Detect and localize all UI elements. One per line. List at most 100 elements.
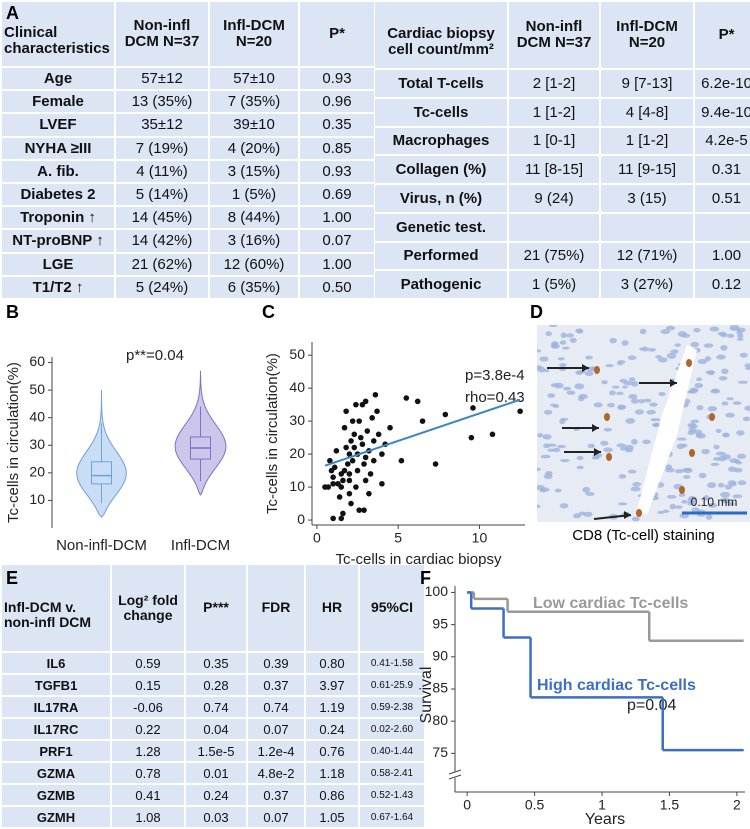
y-axis-label: Tc-cells in circulation(%) [5, 362, 22, 523]
table-cell: TGFB1 [2, 675, 110, 695]
nucleus [562, 346, 570, 350]
nucleus [575, 370, 584, 375]
table-cell: 1.00 [300, 253, 374, 275]
nucleus [726, 333, 735, 338]
nucleus [545, 331, 552, 337]
table-cell: 1.2e-4 [248, 741, 304, 761]
y-tick-label: 100 [425, 583, 449, 599]
nucleus [696, 405, 704, 411]
y-tick-label: 50 [29, 381, 45, 397]
nucleus [607, 402, 616, 408]
table-cell: Diabetes 2 [2, 183, 114, 206]
table-cell: 0.50 [300, 276, 374, 298]
x-tick-label: 1.5 [660, 797, 680, 813]
nucleus [622, 385, 629, 389]
nucleus [689, 387, 699, 393]
table-cell: 3 (15%) [210, 160, 298, 182]
table-cell: 1 [1-2] [509, 98, 599, 126]
nucleus [583, 511, 593, 517]
nucleus [657, 510, 665, 514]
table-row: Collagen (%) 11 [8-15] 11 [9-15] 0.31 [375, 156, 750, 183]
tissue-gap [637, 345, 697, 515]
nucleus [690, 419, 700, 424]
table-cell: 0.59-2.38 [360, 697, 424, 717]
table-row: GZMA 0.78 0.01 4.8e-2 1.18 0.58-2.41 [2, 763, 424, 783]
table-cell: Macrophages [375, 127, 507, 155]
table-cell: 2 [1-2] [509, 70, 599, 97]
nucleus [710, 462, 720, 466]
annotation: p**=0.04 [126, 347, 184, 364]
table-cell: 0.35 [300, 114, 374, 136]
nucleus [676, 437, 687, 441]
nucleus [707, 502, 718, 508]
table-cell: 4 [4-8] [601, 98, 693, 126]
table-cell: Total T-cells [375, 70, 507, 97]
table-cell: Collagen (%) [375, 156, 507, 183]
point [349, 418, 356, 424]
nucleus [542, 434, 552, 440]
nucleus [559, 363, 567, 367]
arrow-head [582, 364, 589, 372]
nucleus [631, 516, 640, 522]
point [367, 471, 374, 477]
table-cell: 0.52-1.43 [360, 785, 424, 805]
nucleus [585, 355, 593, 360]
nucleus [643, 398, 652, 403]
table-cell: 4 (11%) [116, 160, 208, 182]
table-row: Performed 21 (75%) 12 (71%) 1.00 [375, 242, 750, 270]
nucleus [691, 507, 700, 513]
nucleus [537, 366, 546, 373]
nucleus [639, 347, 646, 351]
nucleus [601, 380, 608, 385]
nucleus [736, 430, 745, 436]
table-cell: 21 (62%) [116, 253, 208, 275]
table-cell: 0.67-1.64 [360, 807, 424, 827]
nucleus [537, 349, 542, 353]
nucleus [552, 447, 561, 453]
table-cell: Age [2, 68, 114, 90]
y-tick-label: 60 [29, 353, 45, 369]
legend-label: Low cardiac Tc-cells [533, 595, 688, 612]
y-tick-label: 10 [289, 478, 305, 494]
table-cell: 0.37 [248, 785, 304, 805]
nucleus [683, 475, 691, 479]
panel-letter: C [262, 302, 275, 322]
nucleus [631, 381, 639, 387]
histology-image: 0.10 mm [537, 325, 750, 522]
point [353, 401, 359, 408]
nucleus [537, 433, 544, 438]
table-row: IL6 0.59 0.35 0.39 0.80 0.41-1.58 [2, 653, 424, 673]
table-cell: 0.07 [248, 719, 304, 739]
cd8-cell [604, 413, 610, 421]
nucleus [698, 472, 707, 479]
table-cell: 0.02-2.60 [360, 719, 424, 739]
nucleus [666, 495, 677, 499]
nucleus [687, 430, 695, 436]
table-cell: NYHA ≥III [2, 137, 114, 159]
table-cell: 0.61-25.9 [360, 675, 424, 695]
panel-letter: F [420, 568, 431, 588]
nucleus [650, 418, 661, 422]
nucleus [634, 409, 644, 415]
table-cell: 7 (35%) [210, 91, 298, 113]
nucleus [559, 503, 569, 509]
header-cell: P* [695, 2, 750, 68]
nucleus [705, 514, 713, 520]
table-cell: 14 (42%) [116, 230, 208, 252]
table-cell: 1.19 [306, 697, 358, 717]
nucleus [704, 356, 712, 362]
point [346, 451, 353, 457]
point [370, 438, 377, 444]
header-cell: 95%CI [360, 565, 424, 651]
y-tick-label: 10 [29, 491, 45, 507]
table-cell: 0.37 [248, 675, 304, 695]
cd8-cell [709, 413, 715, 421]
nucleus [620, 446, 627, 451]
annotation: p=3.8e-4 [465, 367, 525, 384]
nucleus [732, 401, 742, 406]
table-cell: 1.18 [306, 763, 358, 783]
nucleus [665, 464, 673, 471]
x-axis-label: Years [585, 811, 625, 828]
x-tick-label: 5 [394, 530, 402, 546]
